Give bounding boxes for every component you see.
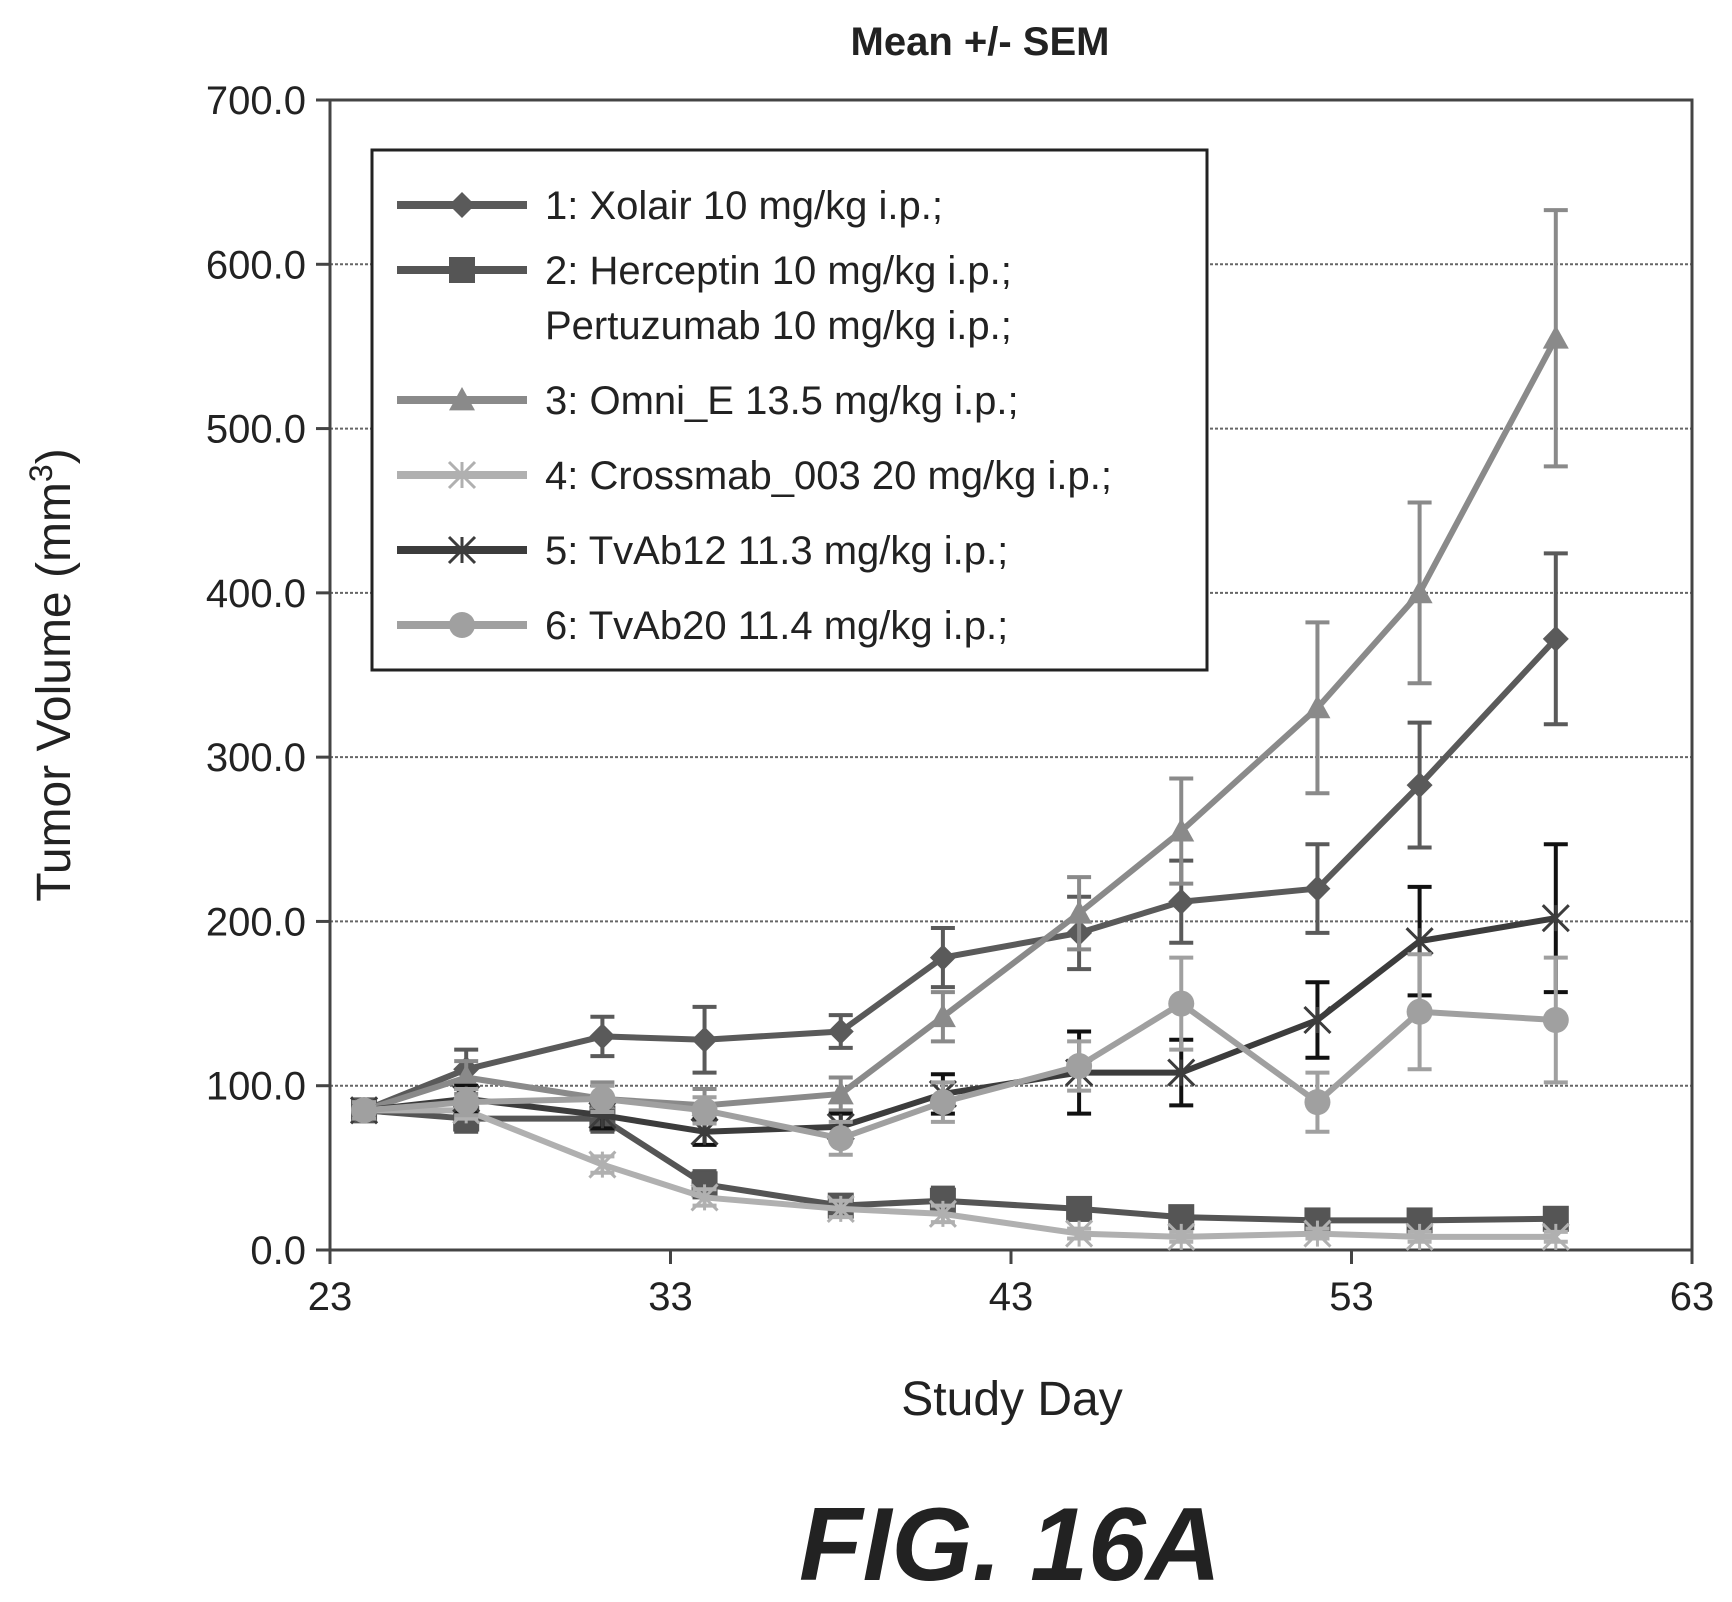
series-4-point-5 bbox=[928, 1199, 957, 1228]
legend-label-6-line-1: 6: TvAb20 11.4 mg/kg i.p.; bbox=[545, 604, 1008, 648]
legend-swatch-marker bbox=[449, 612, 475, 638]
series-3-point-6 bbox=[1066, 900, 1093, 924]
series-1-point-4 bbox=[827, 1018, 854, 1045]
series-6-point-8 bbox=[1304, 1089, 1331, 1116]
series-3-point-1 bbox=[453, 1064, 480, 1088]
legend-label-3-line-1: 3: Omni_E 13.5 mg/kg i.p.; bbox=[545, 379, 1019, 423]
y-tick-label-2: 200.0 bbox=[206, 900, 306, 944]
series-5-point-9 bbox=[1405, 927, 1434, 956]
legend-swatch-marker bbox=[449, 387, 475, 411]
legend-label-1-line-1: 1: Xolair 10 mg/kg i.p.; bbox=[545, 184, 943, 228]
legend-entry-1: 1: Xolair 10 mg/kg i.p.; bbox=[397, 184, 943, 228]
series-1-point-9 bbox=[1406, 772, 1433, 799]
series-1-point-10 bbox=[1542, 625, 1569, 652]
series-4-point-6 bbox=[1065, 1219, 1094, 1248]
figure-label: FIG. 16A bbox=[799, 1487, 1221, 1602]
data-series bbox=[349, 208, 1570, 1251]
legend-swatch-marker bbox=[447, 460, 477, 490]
legend-swatch-marker bbox=[447, 535, 477, 565]
x-tick-label-4: 63 bbox=[1670, 1275, 1715, 1319]
series-6-point-6 bbox=[1066, 1053, 1093, 1079]
series-1-point-8 bbox=[1304, 875, 1331, 902]
legend-label-2-line-2: Pertuzumab 10 mg/kg i.p.; bbox=[545, 304, 1012, 348]
y-tick-label-5: 500.0 bbox=[206, 408, 306, 452]
series-5-point-8 bbox=[1303, 1005, 1332, 1035]
y-tick-label-6: 600.0 bbox=[206, 243, 306, 287]
series-4 bbox=[349, 1096, 1570, 1251]
series-3-point-7 bbox=[1168, 818, 1195, 842]
legend-entry-2: 2: Herceptin 10 mg/kg i.p.; Pertuzumab 10… bbox=[397, 249, 1012, 348]
series-2-point-6 bbox=[1066, 1195, 1093, 1222]
legend-box bbox=[370, 148, 1209, 672]
axes bbox=[316, 98, 1694, 1264]
y-tick-label-0: 0.0 bbox=[250, 1229, 306, 1273]
legend-swatch-marker bbox=[449, 192, 475, 218]
tick-labels: 0.0 100.0 200.0 300.0 400.0 500.0 600.0 700.0 23… bbox=[206, 79, 1714, 1319]
series-4-point-7 bbox=[1167, 1222, 1196, 1251]
series-4-point-2 bbox=[588, 1150, 617, 1179]
legend-label-4-line-1: 4: Crossmab_003 20 mg/kg i.p.; bbox=[545, 454, 1112, 498]
series-2-line bbox=[363, 1107, 1556, 1224]
series-3-point-9 bbox=[1406, 579, 1433, 604]
series-6-point-7 bbox=[1168, 990, 1195, 1017]
legend-label-5-line-1: 5: TvAb12 11.3 mg/kg i.p.; bbox=[545, 529, 1008, 573]
x-axis-label: Study Day bbox=[901, 1373, 1122, 1426]
series-6 bbox=[351, 952, 1569, 1157]
series-3-point-8 bbox=[1304, 694, 1331, 719]
x-tick-label-1: 33 bbox=[648, 1275, 693, 1319]
x-tick-label-0: 23 bbox=[308, 1275, 353, 1319]
series-1-point-5 bbox=[929, 944, 956, 971]
series-5-point-7 bbox=[1167, 1058, 1196, 1087]
series-6-point-1 bbox=[453, 1089, 480, 1116]
series-6-point-4 bbox=[827, 1125, 854, 1152]
y-axis-label-superscript: 3 bbox=[23, 464, 59, 482]
series-5-point-10 bbox=[1541, 904, 1570, 933]
x-tick-label-2: 43 bbox=[989, 1275, 1034, 1319]
y-axis-label-text: Tumor Volume (mm bbox=[28, 482, 81, 902]
series-6-point-5 bbox=[929, 1089, 956, 1116]
series-4-point-9 bbox=[1405, 1222, 1434, 1251]
y-tick-label-3: 300.0 bbox=[206, 736, 306, 780]
series-3-point-4 bbox=[827, 1080, 854, 1105]
series-2 bbox=[351, 1097, 1569, 1234]
legend: 1: Xolair 10 mg/kg i.p.; 2: Herceptin 10 … bbox=[370, 148, 1209, 672]
y-tick-label-7: 700.0 bbox=[206, 79, 306, 123]
series-6-point-2 bbox=[589, 1085, 616, 1112]
series-1-point-7 bbox=[1168, 888, 1195, 915]
series-3-point-5 bbox=[929, 1003, 956, 1028]
y-tick-label-4: 400.0 bbox=[206, 572, 306, 616]
legend-entry-4: 4: Crossmab_003 20 mg/kg i.p.; bbox=[397, 454, 1112, 498]
y-axis-label-close: ) bbox=[28, 448, 81, 464]
svg-text:Tumor Volume (mm3): Tumor Volume (mm3) bbox=[23, 448, 81, 901]
legend-swatch-marker bbox=[449, 257, 475, 283]
x-tick-label-3: 53 bbox=[1329, 1275, 1374, 1319]
series-1-point-2 bbox=[589, 1023, 616, 1050]
series-4-point-3 bbox=[690, 1183, 719, 1212]
series-6-point-3 bbox=[691, 1097, 718, 1124]
legend-entry-6: 6: TvAb20 11.4 mg/kg i.p.; bbox=[397, 604, 1008, 648]
legend-label-2-line-1: 2: Herceptin 10 mg/kg i.p.; bbox=[545, 249, 1012, 293]
series-4-point-10 bbox=[1541, 1222, 1570, 1251]
series-6-point-10 bbox=[1542, 1007, 1569, 1033]
series-6-point-0 bbox=[351, 1097, 378, 1124]
series-1-line bbox=[362, 636, 1558, 1114]
chart-title: Mean +/- SEM bbox=[851, 20, 1110, 64]
series-4-point-8 bbox=[1303, 1219, 1332, 1248]
y-tick-label-1: 100.0 bbox=[206, 1065, 306, 1109]
legend-entry-3: 3: Omni_E 13.5 mg/kg i.p.; bbox=[397, 379, 1019, 423]
series-1-point-3 bbox=[691, 1026, 718, 1053]
series-6-point-9 bbox=[1406, 998, 1433, 1025]
y-axis-label: Tumor Volume (mm3) bbox=[23, 448, 81, 901]
series-4-point-4 bbox=[826, 1194, 855, 1223]
series-3-point-10 bbox=[1542, 325, 1569, 349]
legend-entry-5: 5: TvAb12 11.3 mg/kg i.p.; bbox=[397, 529, 1008, 573]
